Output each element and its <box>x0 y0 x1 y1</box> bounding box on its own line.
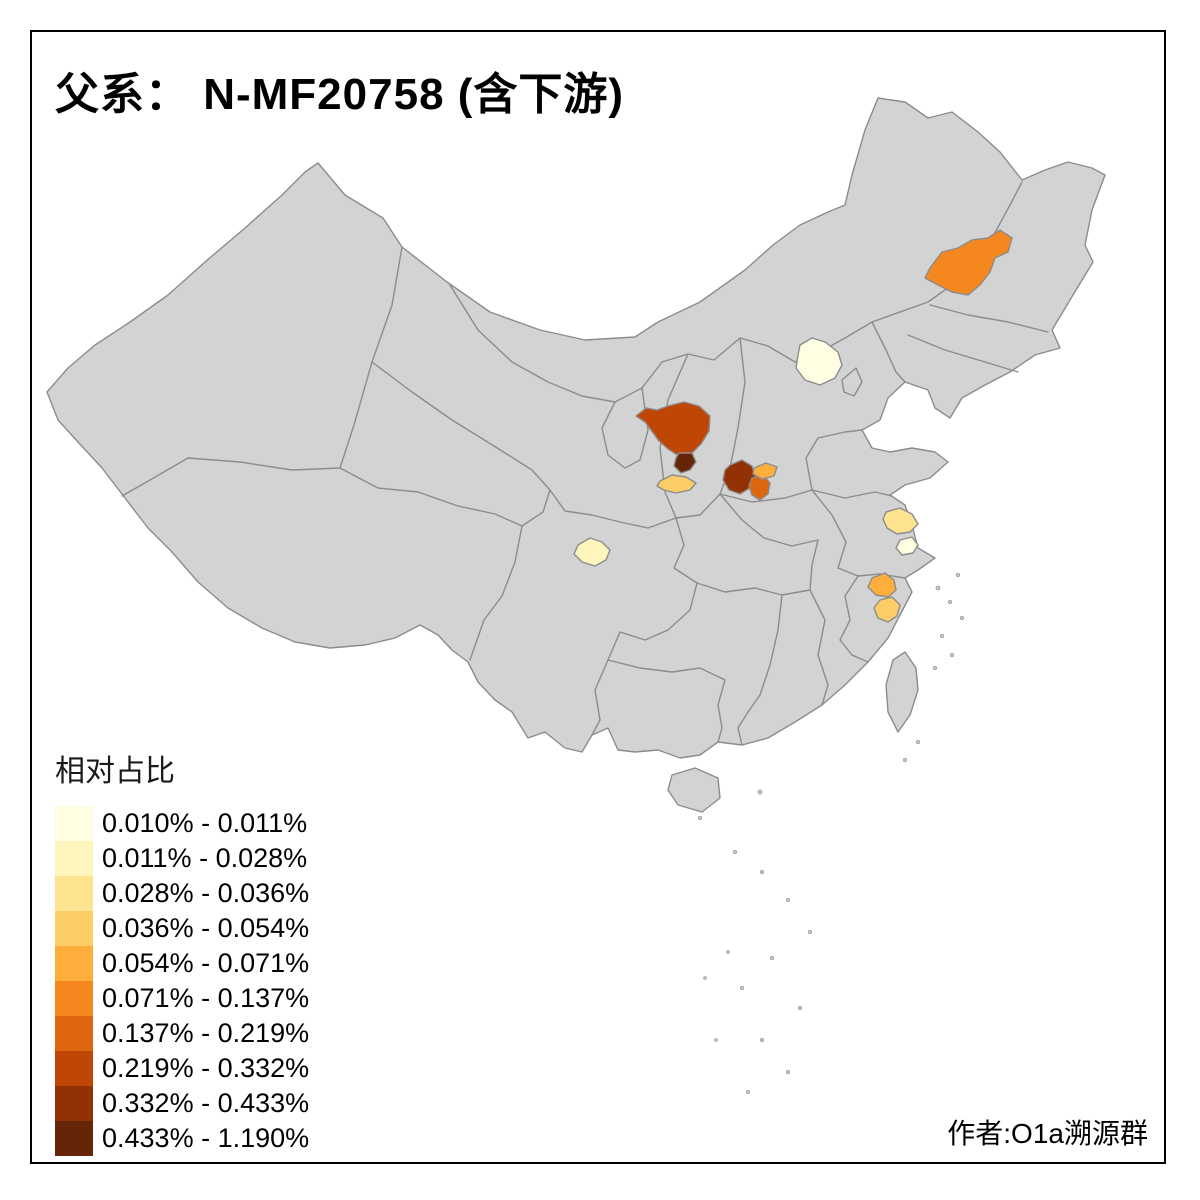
highlighted-regions <box>573 229 1013 623</box>
legend-label: 0.137% - 0.219% <box>102 1018 310 1048</box>
map-region-zhejiang-north <box>867 572 897 598</box>
legend-swatch <box>55 1121 93 1156</box>
map-region-henan-north <box>752 462 778 480</box>
legend-item: 0.433% - 1.190% <box>55 1121 309 1156</box>
legend-title: 相对占比 <box>55 755 175 788</box>
legend-swatch <box>55 911 93 946</box>
map-region-shanxi-main <box>635 401 711 457</box>
plot-border-frame <box>30 30 1166 1164</box>
legend-item: 0.036% - 0.054% <box>55 911 309 946</box>
legend-item: 0.028% - 0.036% <box>55 876 309 911</box>
legend-label: 0.054% - 0.071% <box>102 948 310 978</box>
attribution-text: 作者:O1a溯源群 <box>947 1118 1148 1149</box>
legend-label: 0.036% - 0.054% <box>102 913 310 943</box>
taiwan-island <box>885 651 919 733</box>
legend-item: 0.332% - 0.433% <box>55 1086 309 1121</box>
legend-label: 0.028% - 0.036% <box>102 878 310 908</box>
legend-swatch <box>55 1086 93 1121</box>
legend-swatch <box>55 946 93 981</box>
map-region-henan-main <box>722 459 757 495</box>
small-islands <box>698 573 965 1095</box>
map-region-sichuan <box>573 537 611 567</box>
legend-swatch <box>55 981 93 1016</box>
page-title: 父系： N-MF20758 (含下游) <box>55 70 625 119</box>
map-region-northeast <box>924 229 1013 296</box>
legend-item: 0.137% - 0.219% <box>55 1016 309 1051</box>
legend-swatch <box>55 876 93 911</box>
legend-label: 0.433% - 1.190% <box>102 1123 310 1153</box>
legend-item: 0.054% - 0.071% <box>55 946 309 981</box>
map-region-beijing <box>795 337 843 386</box>
legend-label: 0.332% - 0.433% <box>102 1088 310 1118</box>
province-boundaries <box>121 181 1049 746</box>
map-region-zhejiang-south <box>873 596 901 623</box>
legend-swatch <box>55 806 93 841</box>
map-region-shanghai <box>895 536 919 556</box>
legend-item: 0.071% - 0.137% <box>55 981 309 1016</box>
china-mainland <box>46 97 1106 759</box>
legend-items: 0.010% - 0.011% 0.011% - 0.028% 0.028% - 0… <box>55 806 309 1156</box>
legend-swatch <box>55 1051 93 1086</box>
hainan-island <box>667 767 721 813</box>
map-region-jiangsu <box>882 507 919 535</box>
map-region-henan-west <box>656 474 697 494</box>
legend-label: 0.219% - 0.332% <box>102 1053 310 1083</box>
legend-item: 0.011% - 0.028% <box>55 841 309 876</box>
legend: 相对占比 0.010% - 0.011% 0.011% - 0.028% 0.028… <box>55 746 309 1156</box>
legend-label: 0.010% - 0.011% <box>102 808 308 838</box>
legend-label: 0.071% - 0.137% <box>102 983 310 1013</box>
legend-swatch <box>55 1016 93 1051</box>
legend-item: 0.219% - 0.332% <box>55 1051 309 1086</box>
legend-swatch <box>55 841 93 876</box>
map-region-shanxi-south <box>673 452 697 474</box>
legend-label: 0.011% - 0.028% <box>102 843 308 873</box>
legend-item: 0.010% - 0.011% <box>55 806 309 841</box>
